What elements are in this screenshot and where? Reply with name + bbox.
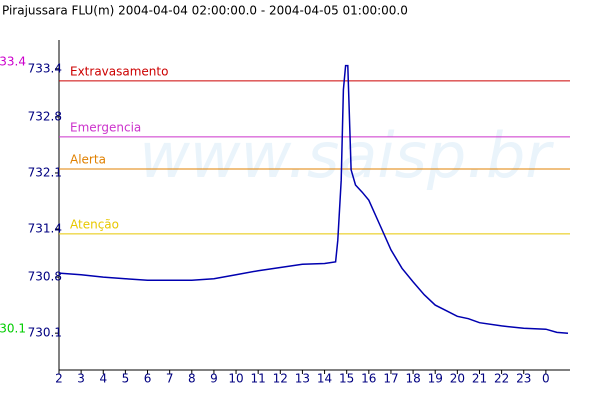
- x-tick-label: 14: [317, 372, 332, 386]
- x-tick-label: 6: [144, 372, 152, 386]
- x-tick-label: 23: [516, 372, 531, 386]
- x-tick-label: 13: [295, 372, 310, 386]
- x-tick-label: 3: [77, 372, 85, 386]
- x-tick-label: 4: [99, 372, 107, 386]
- x-tick-label: 16: [361, 372, 376, 386]
- x-tick-label: 12: [273, 372, 288, 386]
- data-line: [58, 64, 569, 334]
- x-tick-label: 7: [166, 372, 174, 386]
- y-tick-label: 730.8: [28, 270, 62, 284]
- y-tick-label: 732.8: [28, 109, 62, 123]
- min-label: 730.1: [0, 322, 26, 336]
- y-tick-label: 733.4: [28, 61, 62, 75]
- x-tick-label: 15: [339, 372, 354, 386]
- x-tick-label: 20: [450, 372, 465, 386]
- x-tick-label: 11: [251, 372, 266, 386]
- x-tick-label: 10: [228, 372, 243, 386]
- x-tick-label: 0: [542, 372, 550, 386]
- y-tick-label: 730.1: [28, 326, 62, 340]
- x-tick-label: 19: [428, 372, 443, 386]
- max-label: 733.4: [0, 54, 26, 68]
- threshold-label: Alerta: [70, 152, 106, 166]
- x-tick-label: 18: [405, 372, 420, 386]
- y-tick-label: 732.1: [28, 165, 62, 179]
- x-tick-label: 17: [383, 372, 398, 386]
- x-tick-label: 8: [188, 372, 196, 386]
- threshold-label: Extravasamento: [70, 64, 168, 78]
- x-tick-label: 9: [210, 372, 218, 386]
- watermark: www.saisp.br: [139, 119, 554, 192]
- chart-title: Pirajussara FLU(m) 2004-04-04 02:00:00.0…: [2, 4, 408, 18]
- y-tick-label: 731.4: [28, 222, 62, 236]
- x-tick-label: 2: [55, 372, 63, 386]
- x-tick-label: 21: [472, 372, 487, 386]
- threshold-label: Emergencia: [70, 120, 141, 134]
- x-tick-label: 22: [494, 372, 509, 386]
- threshold-label: Atenção: [70, 217, 119, 231]
- x-tick-label: 5: [122, 372, 130, 386]
